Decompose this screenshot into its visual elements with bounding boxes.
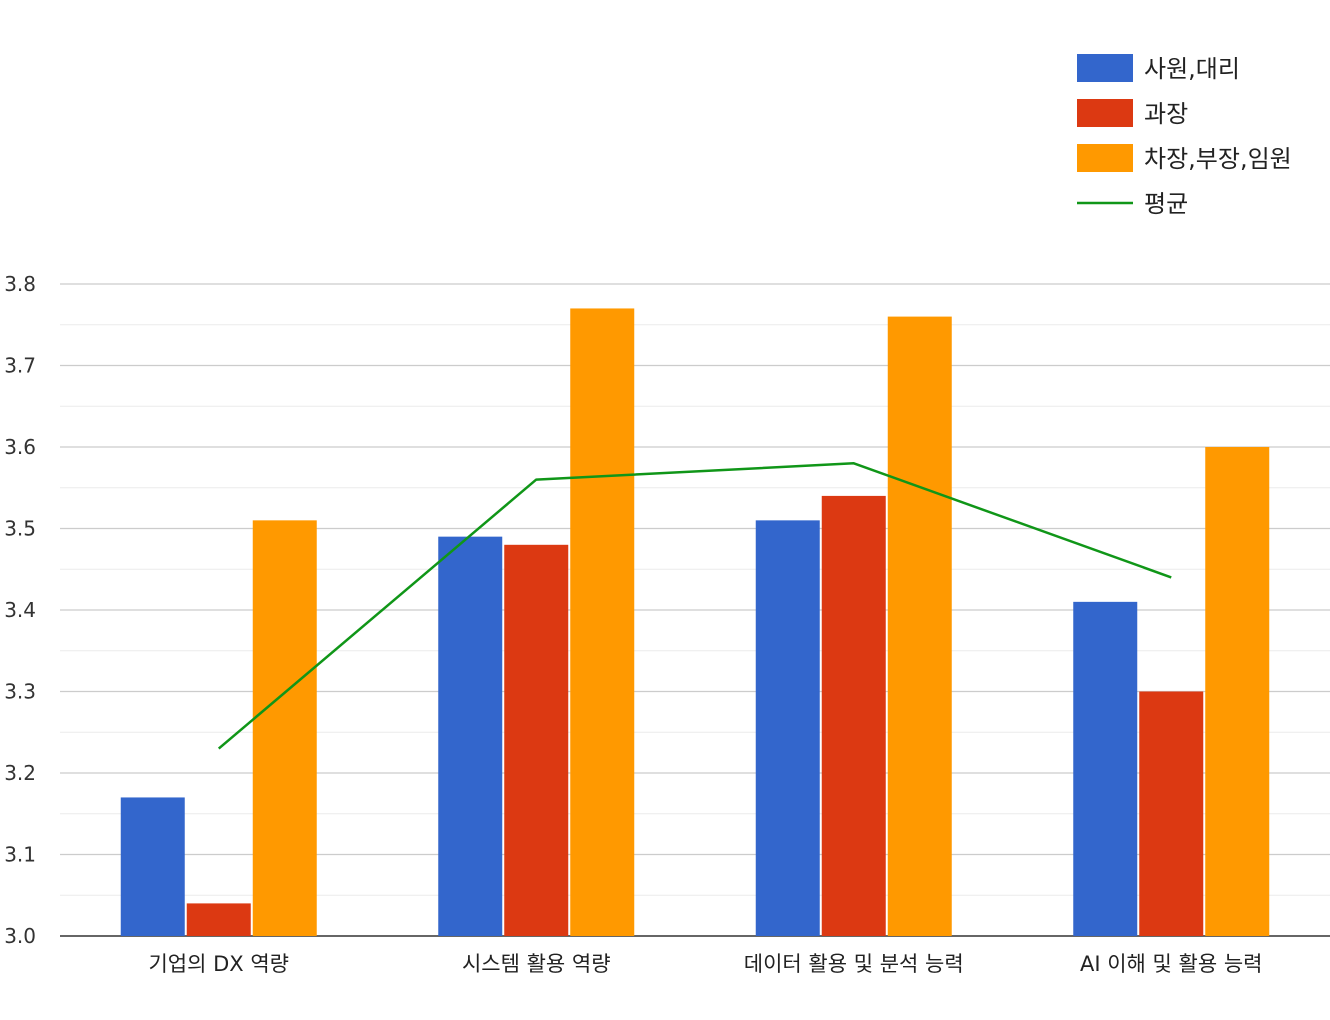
y-tick-label: 3.6 xyxy=(4,435,36,459)
x-axis-labels: 기업의 DX 역량 시스템 활용 역량 데이터 활용 및 분석 능력 AI 이해 및 … xyxy=(148,952,1262,976)
legend-swatch xyxy=(1077,54,1133,82)
bar-3-3 xyxy=(887,316,952,937)
bar-2-3 xyxy=(821,495,886,936)
legend-label: 차장,부장,임원 xyxy=(1144,145,1292,173)
legend-label: 사원,대리 xyxy=(1144,55,1240,83)
y-tick-label: 3.5 xyxy=(4,517,36,541)
y-tick-label: 3.8 xyxy=(4,272,36,296)
x-category-label: 데이터 활용 및 분석 능력 xyxy=(744,952,964,976)
y-tick-label: 3.4 xyxy=(4,598,36,622)
average-line-layer xyxy=(217,462,1172,750)
bar-3-2 xyxy=(570,308,635,936)
bars xyxy=(120,308,1270,937)
x-category-label: 기업의 DX 역량 xyxy=(148,952,289,976)
bar-2-2 xyxy=(504,544,569,936)
bar-3-1 xyxy=(252,520,317,936)
bar-3-4 xyxy=(1205,447,1270,936)
legend-label: 과장 xyxy=(1144,100,1188,128)
y-tick-label: 3.2 xyxy=(4,761,36,785)
x-category-label: AI 이해 및 활용 능력 xyxy=(1080,952,1263,976)
legend-label: 평균 xyxy=(1144,190,1188,218)
legend-swatch xyxy=(1077,99,1133,127)
bar-1-3 xyxy=(755,520,820,936)
bar-1-4 xyxy=(1073,601,1138,936)
y-tick-label: 3.3 xyxy=(4,680,36,704)
bar-1-1 xyxy=(120,797,185,936)
bar-2-4 xyxy=(1139,691,1204,936)
y-axis-ticks: 3.0 3.1 3.2 3.3 3.4 3.5 3.6 3.7 3.8 xyxy=(4,272,36,948)
x-category-label: 시스템 활용 역량 xyxy=(462,952,611,976)
y-tick-label: 3.0 xyxy=(4,924,36,948)
bar-2-1 xyxy=(186,903,251,936)
y-tick-label: 3.1 xyxy=(4,843,36,867)
y-tick-label: 3.7 xyxy=(4,354,36,378)
average-line xyxy=(217,462,1172,750)
legend-swatch xyxy=(1077,144,1133,172)
bar-1-2 xyxy=(438,536,503,936)
